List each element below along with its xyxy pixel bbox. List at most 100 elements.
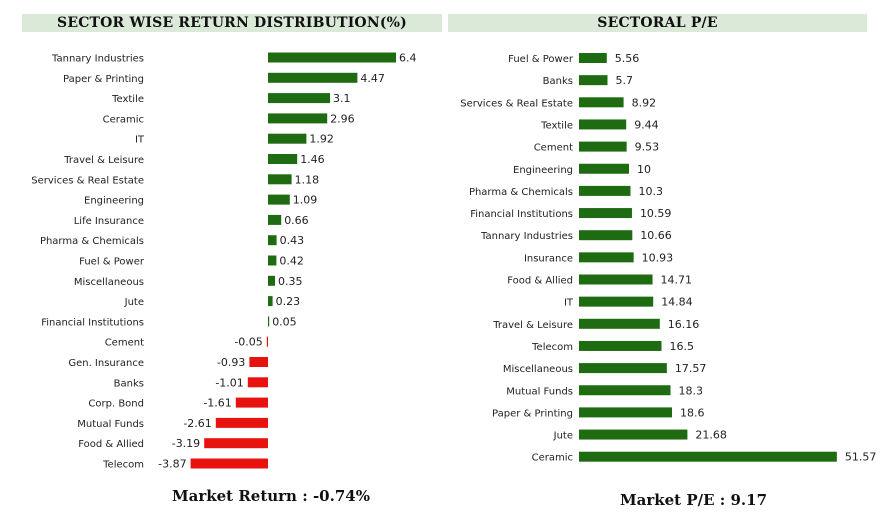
pe-value-label-insurance: 10.93 xyxy=(642,251,674,264)
pe-value-label-fuel-and-power: 5.56 xyxy=(615,52,640,65)
pe-bar-pharma-and-chemicals xyxy=(579,185,631,196)
return-bar-financial-institutions xyxy=(268,316,270,327)
pe-category-label-services-and-real-estate: Services & Real Estate xyxy=(460,98,573,109)
return-category-label-telecom: Telecom xyxy=(102,460,144,471)
pe-category-label-miscellaneous: Miscellaneous xyxy=(503,364,573,375)
return-value-label-pharma-and-chemicals: 0.43 xyxy=(280,234,305,247)
pe-value-label-cement: 9.53 xyxy=(635,141,660,154)
return-value-label-engineering: 1.09 xyxy=(293,194,318,207)
return-category-label-food-and-allied: Food & Allied xyxy=(78,439,144,450)
return-category-label-tannary-industries: Tannary Industries xyxy=(51,54,144,65)
pe-category-label-it: IT xyxy=(564,298,574,309)
pe-bar-fuel-and-power xyxy=(579,53,607,63)
return-value-label-jute: 0.23 xyxy=(276,295,301,308)
return-value-label-telecom: -3.87 xyxy=(158,458,186,471)
return-value-label-corp-bond: -1.61 xyxy=(203,397,231,410)
pe-bar-services-and-real-estate xyxy=(579,97,624,108)
return-value-label-it: 1.92 xyxy=(309,133,334,146)
return-bar-tannary-industries xyxy=(268,52,396,63)
pe-value-label-banks: 5.7 xyxy=(616,74,634,87)
return-bar-travel-and-leisure xyxy=(268,154,298,164)
return-bar-pharma-and-chemicals xyxy=(268,235,277,246)
pe-bar-ceramic xyxy=(579,451,837,462)
return-category-label-travel-and-leisure: Travel & Leisure xyxy=(63,155,144,166)
return-category-label-mutual-funds: Mutual Funds xyxy=(77,419,144,430)
pe-bar-miscellaneous xyxy=(579,363,667,374)
pe-value-label-travel-and-leisure: 16.16 xyxy=(668,318,700,331)
pe-category-label-financial-institutions: Financial Institutions xyxy=(470,209,573,220)
market-return-label: Market Return : -0.74% xyxy=(172,487,370,505)
return-bar-life-insurance xyxy=(268,214,282,225)
pe-category-label-banks: Banks xyxy=(543,76,573,87)
pe-bar-textile xyxy=(579,119,627,130)
pe-category-label-cement: Cement xyxy=(534,143,573,154)
pe-bar-jute xyxy=(579,429,688,440)
pe-value-label-financial-institutions: 10.59 xyxy=(640,207,672,220)
return-bar-engineering xyxy=(268,194,290,205)
return-value-label-paper-and-printing: 4.47 xyxy=(360,72,385,85)
return-value-label-fuel-and-power: 0.42 xyxy=(279,255,304,268)
pe-bar-engineering xyxy=(579,163,629,174)
pe-value-label-paper-and-printing: 18.6 xyxy=(680,406,705,419)
pe-bar-insurance xyxy=(579,252,634,263)
pe-category-label-jute: Jute xyxy=(553,431,573,442)
pe-value-label-jute: 21.68 xyxy=(695,429,727,442)
pe-category-label-textile: Textile xyxy=(540,120,573,131)
return-value-label-mutual-funds: -2.61 xyxy=(183,417,211,430)
market-pe-label: Market P/E : 9.17 xyxy=(620,491,768,509)
pe-chart-title: SECTORAL P/E xyxy=(448,14,867,32)
return-value-label-banks: -1.01 xyxy=(215,376,243,389)
return-bar-textile xyxy=(268,93,330,104)
return-category-label-ceramic: Ceramic xyxy=(103,114,144,125)
return-bar-food-and-allied xyxy=(204,438,268,449)
return-bar-gen-insurance xyxy=(249,357,268,367)
return-category-label-pharma-and-chemicals: Pharma & Chemicals xyxy=(40,236,144,247)
return-value-label-life-insurance: 0.66 xyxy=(284,214,309,227)
pe-value-label-food-and-allied: 14.71 xyxy=(661,274,693,287)
return-category-label-corp-bond: Corp. Bond xyxy=(88,399,144,410)
pe-bar-mutual-funds xyxy=(579,385,671,396)
return-category-label-textile: Textile xyxy=(111,94,144,105)
return-bar-telecom xyxy=(190,458,268,469)
return-bar-paper-and-printing xyxy=(268,72,358,83)
return-bar-banks xyxy=(247,377,268,388)
pe-category-label-pharma-and-chemicals: Pharma & Chemicals xyxy=(469,187,573,198)
pe-category-label-mutual-funds: Mutual Funds xyxy=(506,386,573,397)
pe-value-label-pharma-and-chemicals: 10.3 xyxy=(639,185,664,198)
return-value-label-financial-institutions: 0.05 xyxy=(272,315,297,328)
return-category-label-gen-insurance: Gen. Insurance xyxy=(68,358,144,369)
pe-bar-cement xyxy=(579,141,627,152)
return-category-label-life-insurance: Life Insurance xyxy=(74,216,144,227)
pe-bar-travel-and-leisure xyxy=(579,318,660,329)
return-category-label-fuel-and-power: Fuel & Power xyxy=(79,257,145,268)
return-bar-corp-bond xyxy=(235,397,268,408)
return-category-label-services-and-real-estate: Services & Real Estate xyxy=(31,175,144,186)
return-bar-mutual-funds xyxy=(215,417,268,428)
return-category-label-it: IT xyxy=(135,135,145,146)
pe-value-label-mutual-funds: 18.3 xyxy=(679,384,704,397)
pe-category-label-fuel-and-power: Fuel & Power xyxy=(508,54,574,65)
return-bar-fuel-and-power xyxy=(268,255,277,266)
return-bar-it xyxy=(268,133,307,144)
pe-category-label-insurance: Insurance xyxy=(524,253,573,264)
pe-value-label-services-and-real-estate: 8.92 xyxy=(632,96,657,109)
return-category-label-paper-and-printing: Paper & Printing xyxy=(63,74,144,85)
return-category-label-cement: Cement xyxy=(105,338,144,349)
return-value-label-cement: -0.05 xyxy=(234,336,262,349)
pe-bar-telecom xyxy=(579,340,662,351)
return-value-label-travel-and-leisure: 1.46 xyxy=(300,153,325,166)
return-category-label-jute: Jute xyxy=(124,297,144,308)
pe-category-label-engineering: Engineering xyxy=(513,165,573,176)
pe-bar-food-and-allied xyxy=(579,274,653,285)
pe-bar-paper-and-printing xyxy=(579,407,672,418)
return-value-label-miscellaneous: 0.35 xyxy=(278,275,303,288)
return-value-label-textile: 3.1 xyxy=(333,92,351,105)
pe-value-label-miscellaneous: 17.57 xyxy=(675,362,707,375)
pe-bar-tannary-industries xyxy=(579,230,633,241)
return-category-label-miscellaneous: Miscellaneous xyxy=(74,277,144,288)
pe-bar-it xyxy=(579,296,654,307)
return-value-label-tannary-industries: 6.4 xyxy=(399,52,417,65)
pe-category-label-tannary-industries: Tannary Industries xyxy=(480,231,573,242)
